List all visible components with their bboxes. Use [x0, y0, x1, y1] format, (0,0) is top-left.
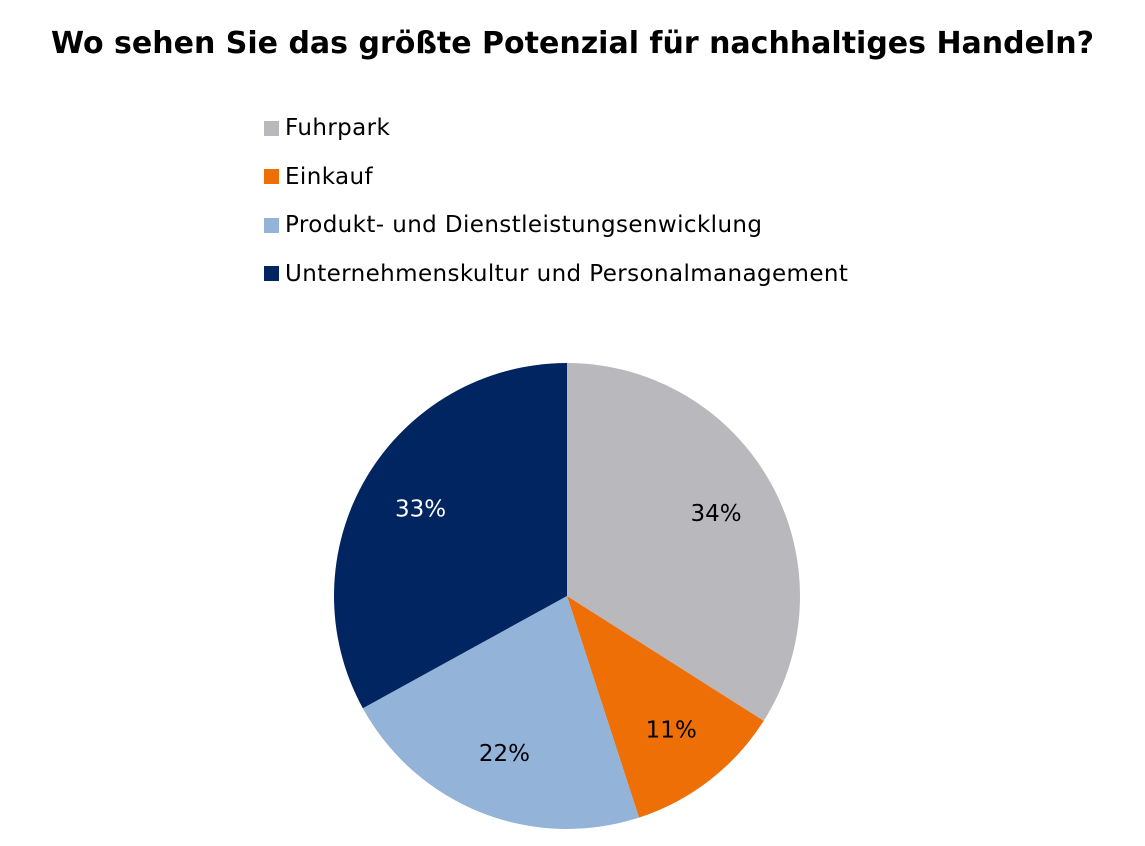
legend-item-einkauf: Einkauf [264, 153, 848, 202]
pie-data-label-fuhrpark: 34% [690, 501, 741, 527]
legend-swatch-einkauf [264, 169, 279, 185]
legend-swatch-produktentwicklung [264, 217, 279, 233]
legend-label-unternehmenskultur: Unternehmenskultur und Personalmanagemen… [285, 260, 849, 287]
legend-label-fuhrpark: Fuhrpark [285, 115, 391, 142]
pie-data-label-produkt-und-dienstleistungsenwicklung: 22% [479, 741, 530, 767]
legend-swatch-fuhrpark [264, 120, 279, 136]
legend-item-unternehmenskultur: Unternehmenskultur und Personalmanagemen… [264, 250, 848, 299]
pie-data-label-unternehmenskultur-und-personalmanagement: 33% [395, 496, 446, 522]
pie-data-label-einkauf: 11% [646, 717, 697, 743]
legend-label-einkauf: Einkauf [285, 163, 373, 190]
legend-item-fuhrpark: Fuhrpark [264, 104, 848, 153]
chart-title: Wo sehen Sie das größte Potenzial für na… [50, 26, 1095, 61]
legend-item-produktentwicklung: Produkt- und Dienstleistungsenwicklung [264, 201, 848, 250]
pie-slice-produkt-und-dienstleistungsenwicklung [362, 596, 640, 829]
chart-legend: Fuhrpark Einkauf Produkt- und Dienstleis… [264, 104, 848, 298]
legend-label-produktentwicklung: Produkt- und Dienstleistungsenwicklung [285, 212, 763, 239]
pie-slice-unternehmenskultur-und-personalmanagement [333, 362, 567, 709]
pie-slice-fuhrpark [567, 363, 800, 721]
pie-slice-einkauf [567, 596, 764, 818]
legend-swatch-unternehmenskultur [264, 266, 279, 282]
